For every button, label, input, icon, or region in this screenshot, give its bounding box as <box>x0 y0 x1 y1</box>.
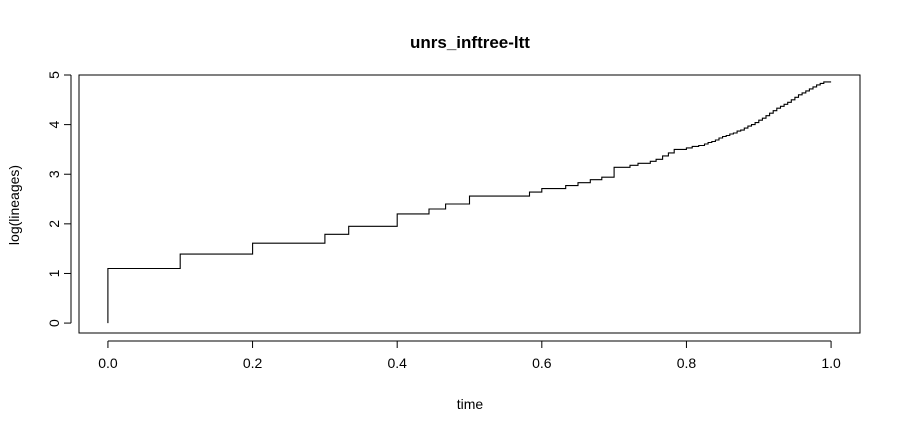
y-tick-label: 5 <box>46 71 62 79</box>
x-axis-label: time <box>457 396 484 412</box>
y-tick-label: 0 <box>46 319 62 327</box>
y-tick-label: 1 <box>46 269 62 277</box>
x-tick-label: 0.0 <box>98 355 118 371</box>
y-axis-label: log(lineages) <box>6 165 22 245</box>
y-tick-label: 4 <box>46 121 62 129</box>
y-axis: 0 1 2 3 4 5 <box>46 71 72 327</box>
x-tick-label: 0.4 <box>387 355 407 371</box>
ltt-series-line <box>107 81 832 324</box>
plot-frame <box>78 74 861 334</box>
x-tick-label: 0.6 <box>532 355 552 371</box>
x-tick-label: 0.2 <box>243 355 263 371</box>
y-tick-label: 3 <box>46 170 62 178</box>
x-axis: 0.0 0.2 0.4 0.6 0.8 1.0 <box>98 340 841 371</box>
y-tick-label: 2 <box>46 220 62 228</box>
x-tick-label: 1.0 <box>821 355 841 371</box>
x-tick-label: 0.8 <box>677 355 697 371</box>
chart-title: unrs_inftree-ltt <box>410 33 530 52</box>
